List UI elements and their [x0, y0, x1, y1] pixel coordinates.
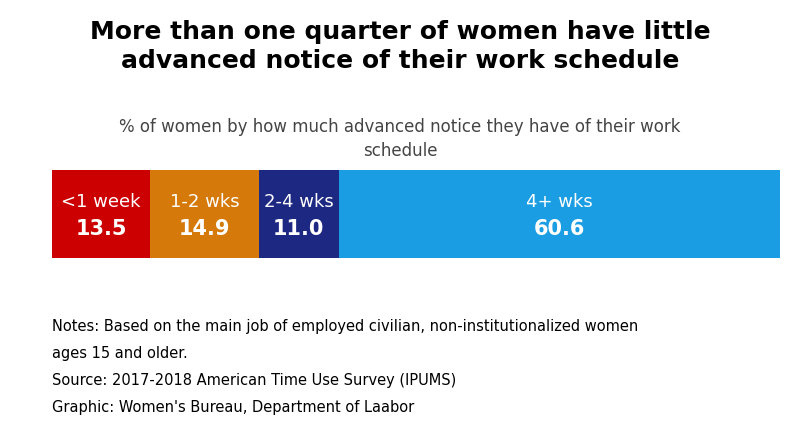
- Text: 14.9: 14.9: [178, 219, 230, 239]
- Text: 4+ wks: 4+ wks: [526, 193, 593, 211]
- Text: % of women by how much advanced notice they have of their work
schedule: % of women by how much advanced notice t…: [119, 118, 681, 160]
- Text: Notes: Based on the main job of employed civilian, non-institutionalized women: Notes: Based on the main job of employed…: [52, 319, 638, 334]
- Text: 11.0: 11.0: [273, 219, 325, 239]
- Text: 1-2 wks: 1-2 wks: [170, 193, 239, 211]
- Text: More than one quarter of women have little
advanced notice of their work schedul: More than one quarter of women have litt…: [90, 20, 710, 73]
- Text: 2-4 wks: 2-4 wks: [264, 193, 334, 211]
- Text: 60.6: 60.6: [534, 219, 585, 239]
- Text: Source: 2017-2018 American Time Use Survey (IPUMS): Source: 2017-2018 American Time Use Surv…: [52, 373, 456, 388]
- Text: <1 week: <1 week: [62, 193, 141, 211]
- Text: 13.5: 13.5: [75, 219, 127, 239]
- Text: Graphic: Women's Bureau, Department of Laabor: Graphic: Women's Bureau, Department of L…: [52, 400, 414, 415]
- Text: ages 15 and older.: ages 15 and older.: [52, 346, 188, 361]
